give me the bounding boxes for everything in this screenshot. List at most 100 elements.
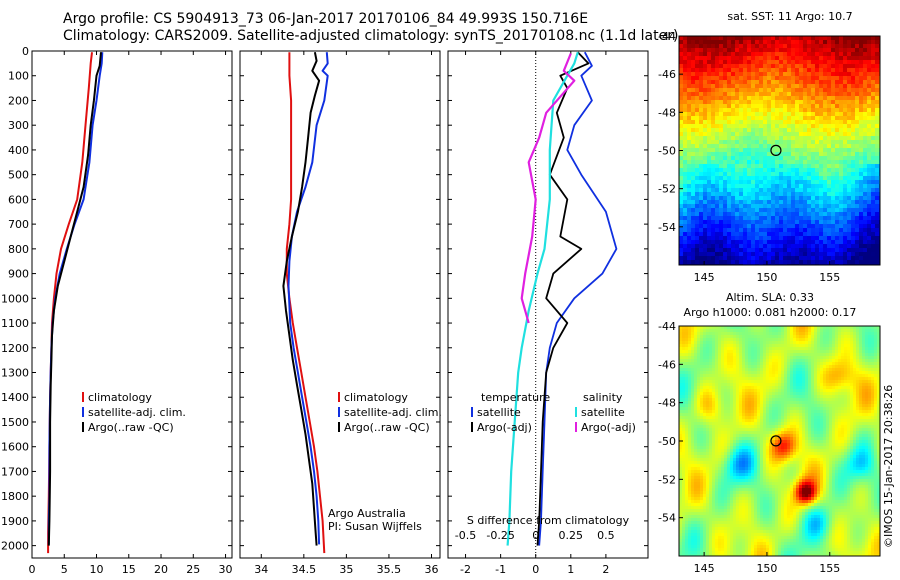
- ytick-label: 1900: [1, 515, 29, 528]
- sla-map-title-line-1: Altim. SLA: 0.33: [726, 291, 814, 304]
- credit-stamp: ©IMOS 15-Jan-2017 20:38:26: [882, 385, 895, 548]
- sst-map-title: sat. SST: 11 Argo: 10.7: [727, 10, 852, 23]
- sst_map-ytick-label: -46: [658, 68, 676, 81]
- temperature-xtick-label: 20: [154, 563, 168, 576]
- temperature-xtick-label: 15: [122, 563, 136, 576]
- difference-series-temperature-satellite: [538, 51, 618, 546]
- salinity-series-argo-raw-qc: [282, 52, 321, 546]
- sla_map-ytick-label: -48: [658, 397, 676, 410]
- sst_map-raster: [679, 36, 881, 266]
- temperature-xtick-label: 30: [219, 563, 233, 576]
- salinity-legend-label: climatology: [344, 391, 408, 404]
- temperature-xtick-label: 0: [29, 563, 36, 576]
- temperature-xlabel: temperature (deg C): [75, 578, 188, 580]
- ytick-label: 100: [8, 70, 29, 83]
- difference-salinity-tick-label: 0.25: [559, 529, 584, 542]
- ytick-label: 1400: [1, 391, 29, 404]
- ytick-label: 1700: [1, 465, 29, 478]
- difference-xtick-label: -2: [460, 563, 471, 576]
- sla_map-argo-marker: [770, 435, 782, 447]
- difference-salinity-tick-label: -0.25: [486, 529, 514, 542]
- difference-temperature-legend-label: Argo(-adj): [477, 421, 532, 434]
- ytick-label: 800: [8, 243, 29, 256]
- difference-xtick-label: 1: [567, 563, 574, 576]
- difference-salinity-legend-label: satellite: [581, 406, 625, 419]
- ytick-label: 200: [8, 94, 29, 107]
- ytick-label: 400: [8, 144, 29, 157]
- difference-salinity-axis-label: S difference from climatology: [467, 514, 630, 527]
- ytick-label: 1200: [1, 342, 29, 355]
- sla_map-ytick-label: -54: [658, 512, 676, 525]
- temperature-series-argo-raw-qc: [47, 52, 102, 546]
- salinity-annotation-line-2: PI: Susan Wijffels: [328, 520, 422, 533]
- temperature-plot-frame: [31, 50, 233, 559]
- difference-xtick-label: 2: [602, 563, 609, 576]
- sst_map-ytick-label: -54: [658, 221, 676, 234]
- difference-salinity-legend-label: Argo(-adj): [581, 421, 636, 434]
- difference-xlabel: T difference from climatology: [466, 578, 629, 580]
- salinity-plot-frame: [239, 50, 441, 559]
- ytick-label: 2000: [1, 540, 29, 553]
- sla_map-xtick-label: 155: [819, 562, 840, 575]
- temperature-legend-label: satellite-adj. clim.: [88, 406, 186, 419]
- ytick-label: 900: [8, 268, 29, 281]
- ytick-label: 1600: [1, 441, 29, 454]
- salinity-series-climatology: [285, 52, 326, 554]
- difference-salinity-tick-label: 0: [532, 529, 539, 542]
- title-line-2: Climatology: CARS2009. Satellite-adjuste…: [63, 28, 679, 44]
- difference-temperature-legend-label: satellite: [477, 406, 521, 419]
- salinity-series-satellite-adj-clim: [287, 52, 329, 545]
- sst_map-xtick-label: 145: [694, 271, 715, 284]
- ytick-label: 1800: [1, 490, 29, 503]
- difference-legend-title-salinity: salinity: [583, 391, 623, 404]
- sla_map-xtick-label: 150: [756, 562, 777, 575]
- salinity-xtick-label: 35.5: [377, 563, 402, 576]
- ytick-label: 1500: [1, 416, 29, 429]
- temperature-legend-label: Argo(..raw -QC): [88, 421, 174, 434]
- sst_map-ytick-label: -44: [658, 30, 676, 43]
- sla_map-xtick-label: 145: [694, 562, 715, 575]
- difference-salinity-tick-label: 0.5: [597, 529, 615, 542]
- sst_map-ytick-label: -48: [658, 106, 676, 119]
- sst_map-xtick-label: 155: [819, 271, 840, 284]
- sst_map-argo-marker: [770, 144, 782, 156]
- ytick-label: 600: [8, 193, 29, 206]
- salinity-xtick-label: 36: [424, 563, 438, 576]
- sst_map-ytick-label: -52: [658, 183, 676, 196]
- sla_map-raster: [679, 326, 881, 557]
- ytick-label: 500: [8, 169, 29, 182]
- difference-series-salinity-argo-adj: [520, 53, 576, 324]
- sla_map-ytick-label: -50: [658, 435, 676, 448]
- sla_map-ytick-label: -46: [658, 358, 676, 371]
- temperature-xtick-label: 5: [61, 563, 68, 576]
- difference-series-salinity-satellite: [506, 51, 579, 546]
- difference-legend-title-temperature: temperature: [481, 391, 550, 404]
- ytick-label: 0: [22, 45, 29, 58]
- temperature-legend-label: climatology: [88, 391, 152, 404]
- salinity-annotation-line-1: Argo Australia: [328, 507, 406, 520]
- ytick-label: 1000: [1, 292, 29, 305]
- sla_map-ytick-label: -52: [658, 473, 676, 486]
- sla-map-title-line-2: Argo h1000: 0.081 h2000: 0.17: [684, 306, 857, 319]
- difference-plot-frame: [447, 50, 649, 559]
- sla_map-ytick-label: -44: [658, 320, 676, 333]
- temperature-xtick-label: 25: [186, 563, 200, 576]
- difference-salinity-tick-label: -0.5: [455, 529, 476, 542]
- ytick-label: 1300: [1, 367, 29, 380]
- temperature-xtick-label: 10: [90, 563, 104, 576]
- difference-xtick-label: 0: [532, 563, 539, 576]
- salinity-legend-label: satellite-adj. clim.: [344, 406, 442, 419]
- salinity-xtick-label: 34.5: [292, 563, 317, 576]
- ytick-label: 700: [8, 218, 29, 231]
- title-line-1: Argo profile: CS 5904913_73 06-Jan-2017 …: [63, 11, 589, 27]
- ytick-label: 1100: [1, 317, 29, 330]
- sst_map-ytick-label: -50: [658, 145, 676, 158]
- ytick-label: 300: [8, 119, 29, 132]
- salinity-legend-label: Argo(..raw -QC): [344, 421, 430, 434]
- salinity-xlabel: salinity: [320, 578, 360, 580]
- salinity-xtick-label: 34: [254, 563, 268, 576]
- salinity-xtick-label: 35: [339, 563, 353, 576]
- sst_map-xtick-label: 150: [756, 271, 777, 284]
- difference-xtick-label: -1: [495, 563, 506, 576]
